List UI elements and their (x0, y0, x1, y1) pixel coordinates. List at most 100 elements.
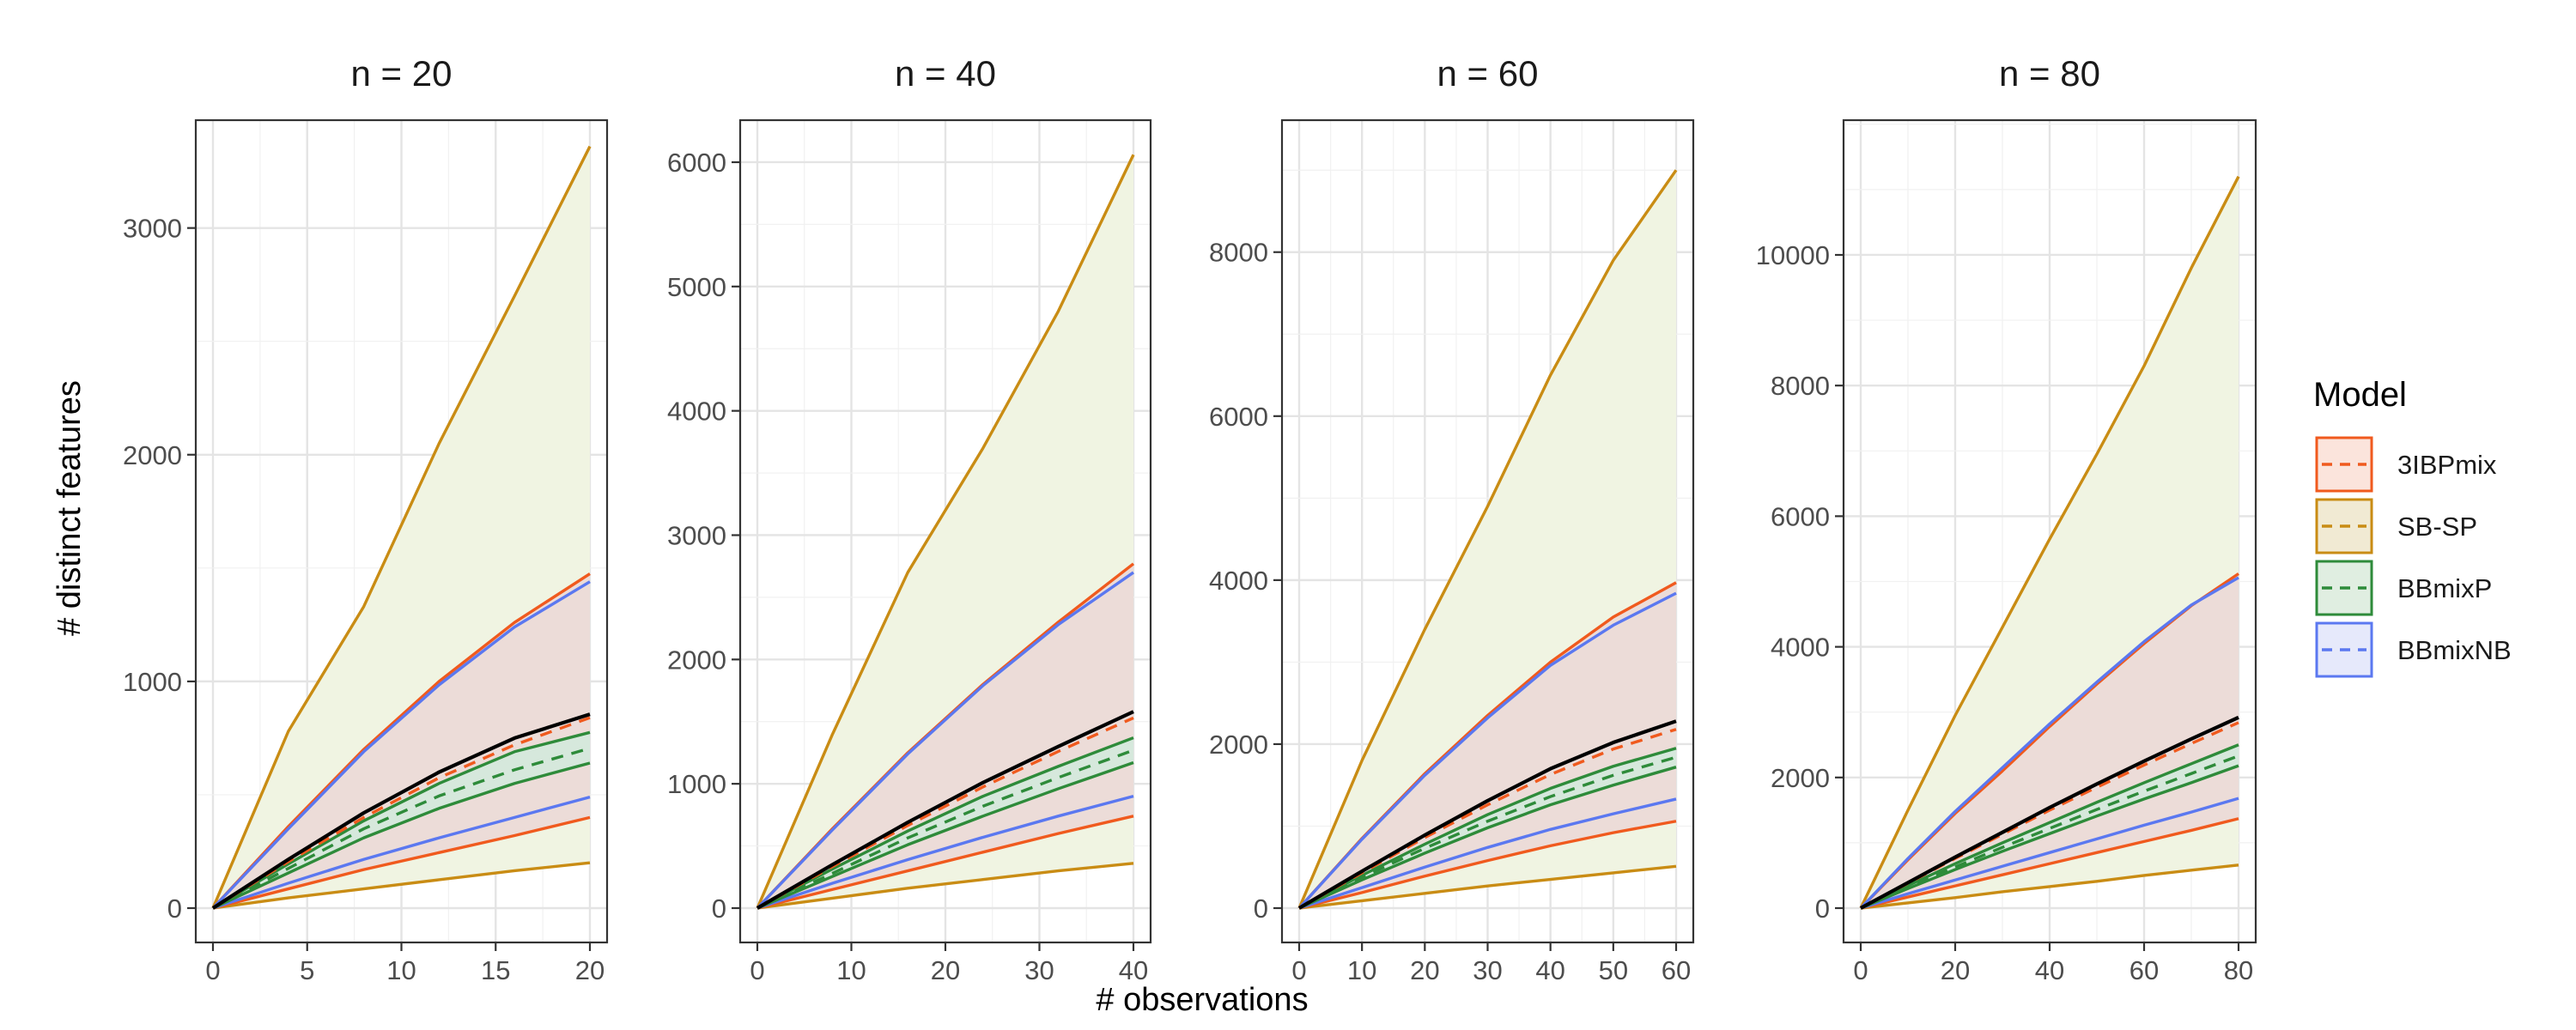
line-sb-sp-lower (1298, 864, 1677, 910)
y-tick-label: 2000 (667, 645, 726, 675)
line-sb-sp-upper (211, 145, 592, 909)
panel-title: n = 80 (1999, 53, 2100, 94)
line-bbmixnb-lower (212, 795, 591, 910)
legend-label: SB-SP (2397, 512, 2477, 542)
panel-title: n = 20 (351, 53, 453, 94)
line-sb-sp-upper (1859, 175, 2240, 909)
line-bbmixp-upper (756, 736, 1134, 910)
line-3ibpmix-lower (1860, 817, 2239, 910)
y-tick-label: 1000 (123, 667, 182, 697)
y-axis-title: # distinct features (52, 380, 88, 636)
series-lines (1297, 169, 1678, 910)
panel-4: n = 80 0 20 40 60 80 0 2000 4000 6000 8000 10000 (1756, 53, 2257, 985)
x-tick-label: 0 (1291, 955, 1306, 985)
axis-ticks: 0 10 20 30 40 50 60 0 2000 4000 6000 8000 (1209, 238, 1691, 985)
series-lines (1859, 175, 2240, 910)
x-tick-label: 0 (750, 955, 764, 985)
line-bbmixp-lower (212, 761, 591, 910)
line-sb-sp-lower (1860, 863, 2239, 910)
y-tick-label: 6000 (1209, 402, 1268, 432)
x-tick-label: 30 (1024, 955, 1054, 985)
x-tick-label: 80 (2224, 955, 2253, 985)
line-bbmixp-upper (1860, 743, 2239, 910)
line-bbmixp-lower (756, 760, 1134, 910)
line-3ibpmix-lower (212, 815, 591, 910)
x-tick-label: 40 (2035, 955, 2064, 985)
axis-ticks: 0 5 10 15 20 0 1000 2000 3000 (123, 214, 605, 985)
y-tick-label: 2000 (1209, 730, 1268, 760)
panel-title: n = 60 (1437, 53, 1539, 94)
x-tick-label: 10 (1347, 955, 1376, 985)
series-lines (211, 145, 592, 910)
line-bbmixp-mean (1860, 754, 2239, 910)
band-bbmixp (1861, 744, 2239, 908)
y-tick-label: 6000 (1771, 501, 1830, 531)
line-3ibpmix-lower (1298, 820, 1677, 910)
legend: Model 3IBPmix SB-SP BBmixP BBmixNB (2313, 376, 2512, 678)
legend-label: BBmixNB (2397, 635, 2512, 665)
legend-entry-bbmixp: BBmixP (2315, 560, 2492, 616)
legend-title: Model (2313, 376, 2407, 414)
y-tick-label: 0 (712, 894, 726, 924)
line-bbmixnb-upper (1297, 591, 1677, 910)
line-bbmixnb-upper (756, 571, 1134, 910)
legend-entry-bbmixnb: BBmixNB (2315, 621, 2512, 678)
y-tick-label: 4000 (1209, 566, 1268, 596)
line-bbmixnb-upper (211, 580, 591, 910)
y-tick-label: 4000 (1771, 633, 1830, 663)
panel-2: n = 40 0 10 20 30 40 0 1000 2000 3000 4000 5000 6000 (667, 53, 1152, 985)
x-tick-label: 20 (575, 955, 605, 985)
line-observed-observed (1297, 719, 1677, 910)
band-3ibpmix (213, 573, 590, 908)
x-tick-label: 5 (300, 955, 314, 985)
x-tick-label: 60 (2129, 955, 2159, 985)
y-tick-label: 3000 (667, 520, 726, 550)
x-tick-label: 10 (836, 955, 866, 985)
axis-ticks: 0 10 20 30 40 0 1000 2000 3000 4000 5000 6000 (667, 148, 1148, 985)
line-sb-sp-upper (1297, 169, 1678, 909)
legend-label: BBmixP (2397, 573, 2492, 603)
line-bbmixnb-lower (1298, 797, 1677, 910)
line-bbmixp-mean (212, 747, 591, 910)
line-bbmixp-mean (756, 748, 1134, 910)
y-tick-label: 5000 (667, 272, 726, 302)
legend-entries: 3IBPmix SB-SP BBmixP BBmixNB (2315, 436, 2512, 678)
x-tick-label: 0 (205, 955, 220, 985)
x-tick-label: 50 (1599, 955, 1628, 985)
axis-ticks: 0 20 40 60 80 0 2000 4000 6000 8000 10000 (1756, 240, 2253, 985)
x-tick-label: 20 (931, 955, 960, 985)
line-bbmixp-upper (1298, 747, 1677, 910)
y-tick-label: 0 (1254, 894, 1268, 924)
x-tick-label: 40 (1119, 955, 1148, 985)
line-bbmixnb-upper (1859, 576, 2239, 910)
y-tick-label: 0 (167, 894, 182, 924)
legend-label: 3IBPmix (2397, 450, 2497, 480)
line-bbmixnb-lower (1860, 797, 2239, 910)
line-observed-observed (1860, 715, 2239, 910)
credible-bands (1299, 170, 1676, 908)
x-tick-label: 10 (386, 955, 416, 985)
legend-entry-sb-sp: SB-SP (2315, 498, 2477, 554)
panel-3: n = 60 0 10 20 30 40 50 60 0 2000 4000 6000 8000 (1209, 53, 1695, 985)
x-axis-title: # observations (1096, 982, 1308, 1018)
x-tick-label: 20 (1410, 955, 1439, 985)
line-bbmixp-upper (212, 730, 591, 910)
line-bbmixp-lower (1298, 766, 1677, 910)
line-sb-sp-lower (756, 862, 1134, 910)
y-tick-label: 1000 (667, 769, 726, 799)
x-tick-label: 15 (481, 955, 510, 985)
line-bbmixp-mean (1298, 755, 1677, 910)
y-tick-label: 2000 (123, 440, 182, 470)
line-bbmixnb-lower (756, 795, 1134, 910)
series-lines (756, 154, 1135, 910)
band-bbmixp (1299, 748, 1676, 908)
line-sb-sp-lower (212, 861, 591, 910)
x-tick-label: 40 (1535, 955, 1564, 985)
x-tick-label: 20 (1941, 955, 1970, 985)
line-3ibpmix-lower (756, 815, 1134, 910)
x-tick-label: 0 (1853, 955, 1868, 985)
y-tick-label: 2000 (1771, 763, 1830, 793)
y-tick-label: 3000 (123, 214, 182, 244)
